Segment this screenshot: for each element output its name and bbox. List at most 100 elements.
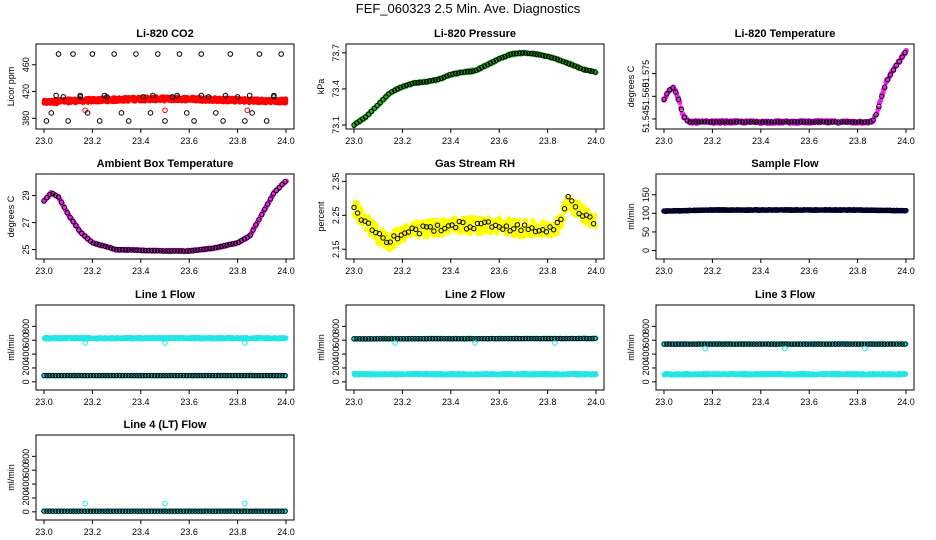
data-point [267, 196, 274, 202]
data-point [113, 372, 120, 379]
data-point [513, 335, 520, 342]
data-point [474, 220, 481, 227]
data-point [522, 335, 529, 342]
data-point [511, 335, 517, 342]
data-point [493, 335, 499, 342]
series-averages [661, 207, 908, 214]
data-point [195, 247, 201, 253]
data-point [47, 191, 53, 198]
chart-title: Line 2 Flow [445, 289, 505, 301]
x-tick-label: 23.2 [394, 136, 412, 146]
data-point [470, 335, 476, 342]
data-point [774, 119, 780, 125]
data-point [537, 335, 543, 342]
data-point [423, 336, 430, 342]
data-point [812, 207, 818, 213]
data-point [166, 372, 172, 379]
data-point [273, 372, 280, 379]
series-low-band [351, 370, 599, 378]
data-point [377, 99, 383, 106]
data-point [365, 220, 372, 226]
data-point [137, 372, 143, 379]
data-point [140, 94, 147, 100]
data-point [884, 207, 891, 214]
series-averages [351, 50, 598, 128]
data-point [380, 336, 386, 342]
data-point [186, 372, 192, 379]
data-point [426, 78, 433, 84]
data-point [415, 336, 421, 342]
data-point [847, 207, 853, 213]
data-point [142, 372, 149, 379]
chart-title: Sample Flow [751, 158, 819, 170]
data-point [774, 207, 780, 213]
y-tick-label: 50 [641, 227, 651, 237]
data-point [154, 248, 160, 254]
data-point [467, 231, 473, 237]
data-point [53, 92, 59, 99]
data-point [434, 217, 440, 223]
data-point [259, 211, 265, 218]
data-point [678, 106, 685, 112]
data-point [585, 207, 591, 213]
data-point [174, 372, 181, 379]
data-point [52, 372, 59, 379]
data-point [253, 372, 259, 379]
y-tick-label: 29 [21, 191, 31, 201]
data-point [174, 92, 180, 99]
data-point [481, 335, 488, 342]
data-point [783, 207, 789, 213]
data-point [128, 372, 134, 379]
data-point [818, 207, 824, 213]
data-point [887, 72, 894, 78]
y-axis-label: ml/min [626, 203, 636, 230]
x-tick-label: 23.8 [539, 136, 557, 146]
data-point [476, 335, 482, 342]
data-point [177, 372, 184, 379]
data-point [563, 335, 569, 342]
y-tick-label: 73.4 [331, 80, 341, 98]
data-point [209, 245, 216, 252]
data-point [154, 372, 160, 379]
data-point [397, 336, 404, 342]
data-point [532, 228, 539, 235]
data-point [441, 335, 447, 342]
data-point [354, 201, 360, 207]
data-point [82, 340, 88, 346]
data-point [406, 81, 412, 88]
data-point [762, 207, 769, 213]
data-point [391, 244, 397, 251]
data-point [890, 67, 897, 73]
plot-marks [41, 51, 289, 124]
data-point [896, 58, 902, 65]
y-tick-label: 2.35 [331, 173, 341, 191]
data-point [519, 50, 526, 56]
data-point [545, 335, 552, 342]
data-point [368, 336, 375, 342]
data-point [577, 335, 584, 342]
data-point [259, 372, 265, 379]
data-point [519, 335, 526, 342]
data-point [739, 119, 746, 125]
data-point [719, 207, 725, 213]
y-tick-label: 150 [641, 187, 651, 202]
data-point [412, 336, 418, 342]
data-point [101, 92, 108, 99]
data-point [838, 119, 844, 125]
data-point [481, 63, 488, 69]
data-point [150, 92, 156, 99]
data-point [899, 207, 905, 214]
data-point [583, 335, 590, 342]
data-point [157, 248, 163, 254]
data-point [365, 111, 372, 117]
data-point [351, 204, 357, 211]
data-point [55, 51, 62, 57]
data-point [882, 207, 888, 214]
data-point [267, 372, 274, 379]
data-point [215, 244, 221, 250]
series-averages [661, 49, 908, 125]
data-point [670, 208, 676, 214]
data-point [838, 207, 844, 213]
